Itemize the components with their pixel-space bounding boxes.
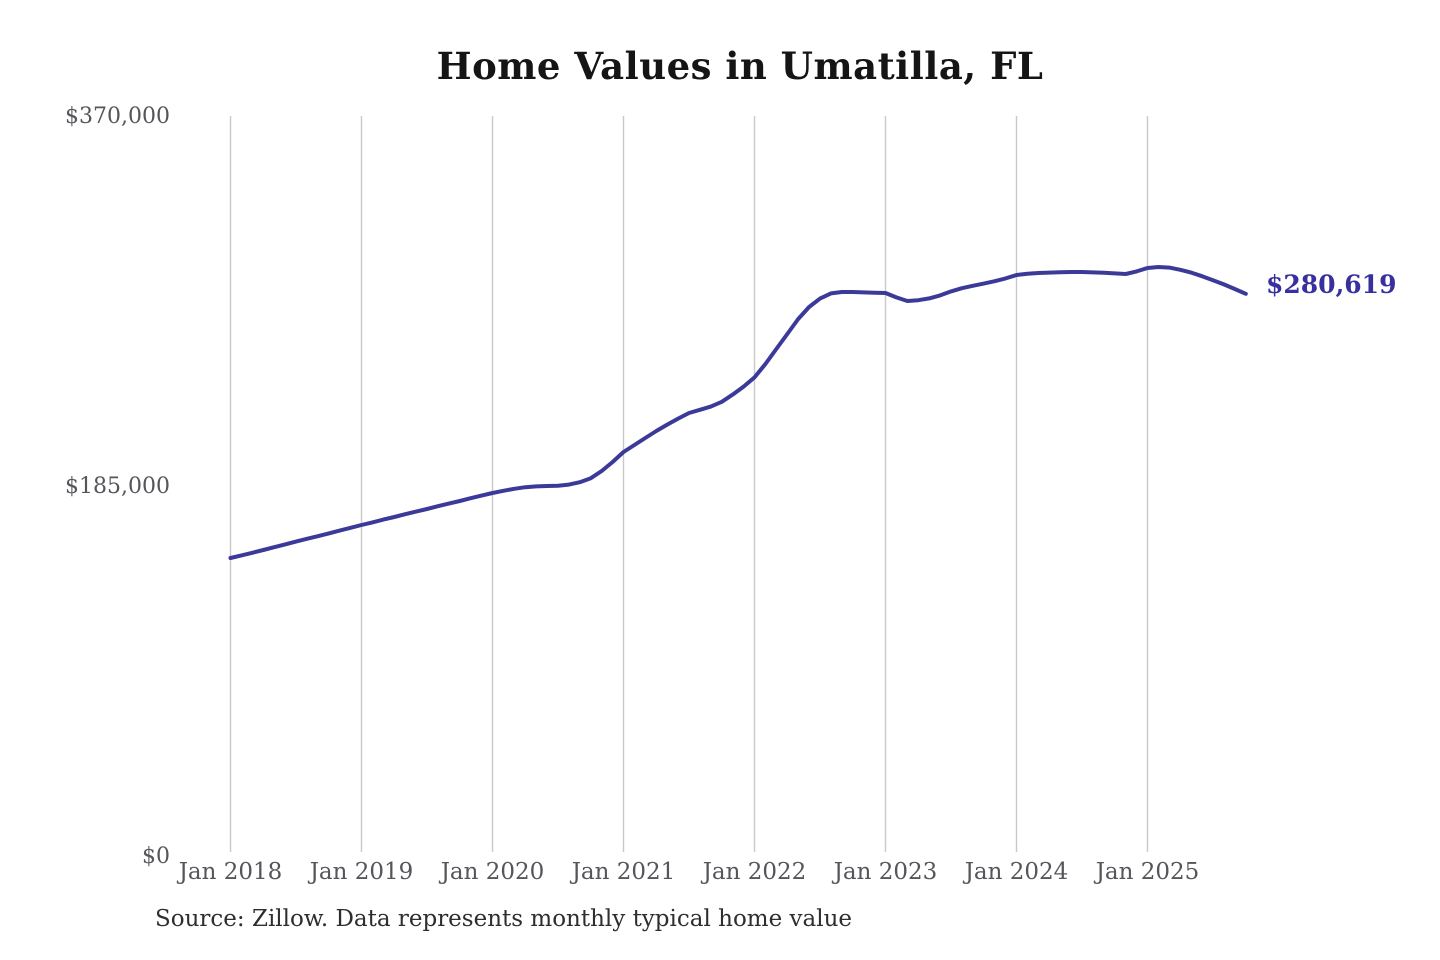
latest-value-label: $280,619 (1266, 270, 1397, 299)
chart-title: Home Values in Umatilla, FL (436, 44, 1044, 88)
vertical-gridlines (229, 116, 1149, 852)
home-value-line (228, 265, 1248, 560)
x-tick-label: Jan 2024 (963, 859, 1069, 885)
y-tick-label: $0 (142, 844, 170, 869)
x-tick-label: Jan 2023 (832, 859, 938, 885)
x-tick-label: Jan 2022 (701, 859, 807, 885)
y-axis-tick-labels: $0 $185,000 $370,000 (65, 104, 170, 869)
x-tick-label: Jan 2019 (308, 859, 414, 885)
x-tick-label: Jan 2020 (439, 859, 545, 885)
x-axis-tick-labels: Jan 2018 Jan 2019 Jan 2020 Jan 2021 Jan 2022… (177, 859, 1200, 885)
x-tick-label: Jan 2018 (177, 859, 283, 885)
x-tick-label: Jan 2025 (1094, 859, 1200, 885)
x-tick-label: Jan 2021 (570, 859, 676, 885)
y-tick-label: $185,000 (65, 474, 170, 499)
y-tick-label: $370,000 (65, 104, 170, 129)
source-note: Source: Zillow. Data represents monthly … (155, 906, 853, 932)
